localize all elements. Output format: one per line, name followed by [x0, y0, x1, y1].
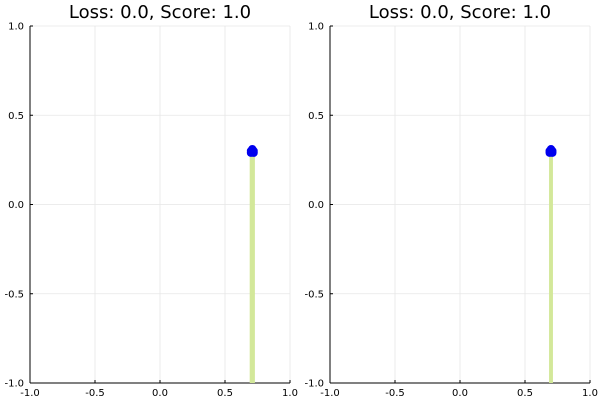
x-tick-label: -0.5: [85, 388, 105, 399]
x-tick-label: 1.0: [282, 388, 298, 399]
y-tick-label: 1.0: [8, 22, 24, 33]
data-point: [248, 146, 257, 156]
y-tick-label: 0.5: [308, 111, 324, 122]
x-tick-label: 0.0: [152, 388, 168, 399]
x-tick-label: 0.5: [517, 388, 533, 399]
y-tick-label: -1.0: [304, 379, 324, 390]
x-tick-label: 0.0: [452, 388, 468, 399]
data-point: [548, 148, 557, 157]
chart-title: Loss: 0.0, Score: 1.0: [69, 2, 251, 23]
y-tick-label: 0.0: [308, 200, 324, 211]
y-tick-label: -0.5: [4, 289, 24, 300]
y-tick-label: 1.0: [308, 22, 324, 33]
x-tick-label: -1.0: [20, 388, 40, 399]
y-tick-label: 0.5: [8, 111, 24, 122]
y-tick-label: -1.0: [4, 379, 24, 390]
y-tick-label: -0.5: [304, 289, 324, 300]
bar-mark: [249, 150, 255, 383]
chart-panel-2: Loss: 0.0, Score: 1.0 -1.0 -0.5 0.0 0.5 1.0 -1…: [304, 2, 597, 399]
chart-panel-1: Loss: 0.0, Score: 1.0 -1.0 -0.5 0.0 0.5 1.0 -1…: [4, 2, 297, 399]
x-tick-label: 1.0: [582, 388, 598, 399]
x-tick-label: -0.5: [385, 388, 405, 399]
bar-mark: [549, 150, 553, 383]
chart-title: Loss: 0.0, Score: 1.0: [369, 2, 551, 23]
x-tick-label: -1.0: [320, 388, 340, 399]
x-tick-label: 0.5: [217, 388, 233, 399]
y-tick-label: 0.0: [8, 200, 24, 211]
